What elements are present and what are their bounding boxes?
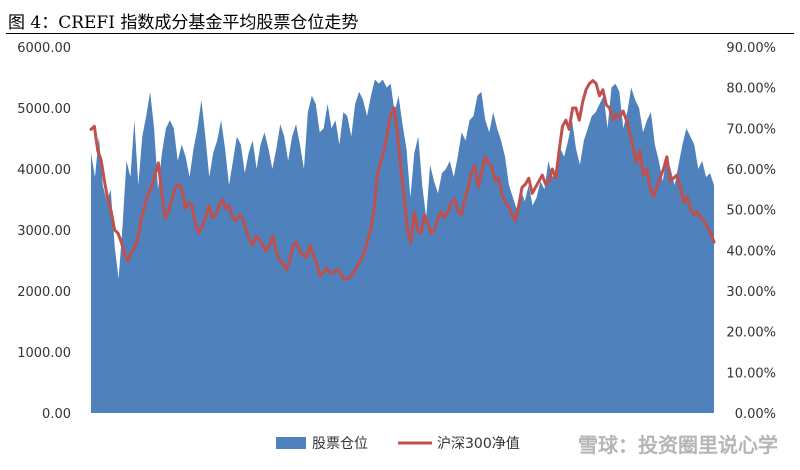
area-layer [91,79,714,413]
right-tick-label: 80.00% [726,82,776,97]
right-tick-label: 0.00% [735,407,776,422]
series-line-index [89,79,716,281]
left-tick-label: 5000.00 [17,102,71,117]
right-tick-label: 20.00% [726,326,776,341]
legend: 股票仓位 沪深300净值 [276,436,520,452]
title-divider [6,33,794,34]
right-axis-ticks: 0.00% 10.00% 20.00% 30.00% 40.00% 50.00% 60.00… [726,41,776,422]
right-tick-label: 70.00% [726,122,776,137]
left-tick-label: 2000.00 [17,285,71,300]
legend-label-position: 股票仓位 [312,436,368,452]
left-tick-label: 4000.00 [17,163,71,178]
right-tick-label: 90.00% [726,41,776,56]
right-tick-label: 60.00% [726,163,776,178]
left-axis-ticks: 0.00 1000.00 2000.00 3000.00 4000.00 5000.00 6… [17,41,71,422]
legend-swatch-position [276,437,306,449]
left-tick-label: 1000.00 [17,346,71,361]
right-tick-label: 10.00% [726,366,776,381]
watermark: 雪球：投资圈里说心学 [578,433,778,457]
series-area-position [91,79,714,413]
left-tick-label: 6000.00 [17,41,71,56]
line-layer [89,79,716,281]
right-tick-label: 30.00% [726,285,776,300]
figure-title: 图 4：CREFI 指数成分基金平均股票仓位走势 [8,13,359,33]
left-tick-label: 3000.00 [17,224,71,239]
left-tick-label: 0.00 [42,407,71,422]
right-tick-label: 40.00% [726,244,776,259]
right-tick-label: 50.00% [726,204,776,219]
legend-label-index: 沪深300净值 [437,436,520,452]
